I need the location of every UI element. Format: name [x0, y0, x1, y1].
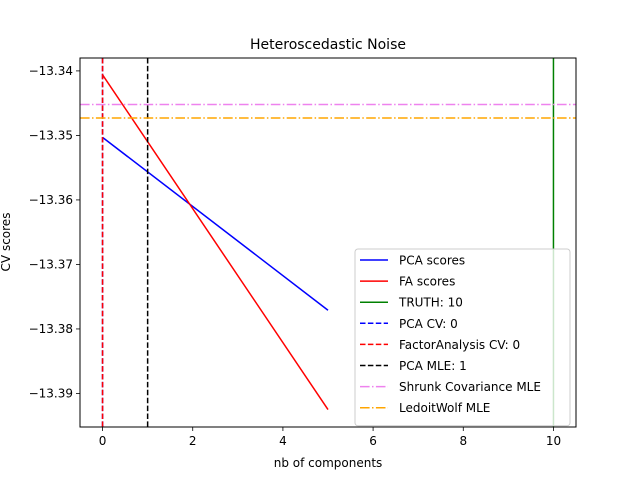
x-tick-label: 6 — [369, 434, 377, 448]
x-tick-label: 10 — [546, 434, 561, 448]
x-tick-label: 8 — [459, 434, 467, 448]
y-tick-label: −13.34 — [29, 64, 73, 78]
x-tick-label: 2 — [189, 434, 197, 448]
axes-frame — [79, 57, 577, 428]
legend-label-shrunk-covariance-mle: Shrunk Covariance MLE — [399, 380, 541, 394]
x-axis-label: nb of components — [274, 456, 383, 470]
legend-label-pca-cv-0: PCA CV: 0 — [399, 317, 458, 331]
plot-area — [80, 58, 576, 427]
y-tick-label: −13.37 — [29, 257, 73, 271]
y-axis-label: CV scores — [0, 213, 13, 272]
legend-label-fa-scores: FA scores — [399, 275, 455, 289]
legend-box — [354, 248, 571, 427]
legend-label-ledoitwolf-mle: LedoitWolf MLE — [399, 401, 490, 415]
y-tick-label: −13.35 — [29, 128, 73, 142]
legend-label-pca-mle-1: PCA MLE: 1 — [399, 359, 467, 373]
x-tick-label: 4 — [279, 434, 287, 448]
x-tick-label: 0 — [99, 434, 107, 448]
series-pca-scores — [102, 136, 329, 311]
series-fa-scores — [101, 74, 329, 411]
legend-label-pca-scores: PCA scores — [399, 254, 465, 268]
legend-label-factoranalysis-cv-0: FactorAnalysis CV: 0 — [399, 338, 520, 352]
y-tick-label: −13.36 — [29, 193, 73, 207]
chart-title: Heteroscedastic Noise — [250, 37, 406, 53]
legend-label-truth-10: TRUTH: 10 — [398, 296, 463, 310]
y-axis: −13.39 −13.38 −13.37 −13.36 −13.35 −13.34 — [29, 64, 80, 400]
x-axis: 0 2 4 6 8 10 — [99, 427, 561, 448]
y-tick-label: −13.39 — [29, 386, 73, 400]
y-tick-label: −13.38 — [29, 322, 73, 336]
legend: PCA scores FA scores TRUTH: 10 PCA CV: 0 Fac… — [354, 248, 571, 427]
